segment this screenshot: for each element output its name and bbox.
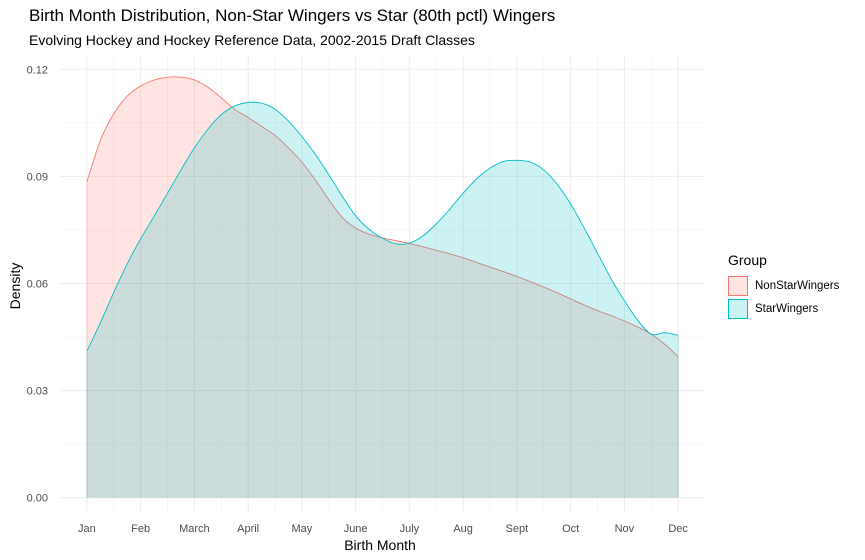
legend: Group NonStarWingers StarWingers — [728, 252, 839, 320]
x-tick-label: June — [344, 523, 368, 535]
y-tick-label: 0.03 — [27, 386, 48, 398]
x-axis-title: Birth Month — [344, 537, 416, 553]
x-tick-labels: Jan Feb March April May June July Aug Sept Oct Nov… — [78, 523, 688, 535]
density-area-nonstarwingers — [86, 76, 679, 498]
y-tick-label: 0.12 — [27, 64, 48, 76]
legend-title: Group — [728, 252, 767, 268]
legend-label-star: StarWingers — [755, 302, 819, 315]
y-tick-label: 0.00 — [27, 493, 48, 505]
legend-item-nonstar: NonStarWingers — [728, 274, 839, 297]
legend-key-star — [728, 298, 748, 319]
chart-subtitle: Evolving Hockey and Hockey Reference Dat… — [29, 32, 475, 48]
density-line-starwingers — [86, 101, 679, 352]
x-tick-label: Oct — [562, 523, 579, 535]
legend-label-nonstar: NonStarWingers — [755, 279, 840, 292]
x-tick-label: Aug — [453, 523, 473, 535]
x-tick-label: May — [291, 523, 312, 535]
density-area-starwingers — [86, 102, 679, 498]
x-tick-label: July — [400, 523, 420, 535]
y-tick-label: 0.06 — [27, 279, 48, 291]
chart-title: Birth Month Distribution, Non-Star Winge… — [29, 6, 556, 25]
x-tick-label: April — [237, 523, 259, 535]
y-tick-label: 0.09 — [27, 171, 48, 183]
x-tick-label: Dec — [668, 523, 688, 535]
y-tick-labels: 0.00 0.03 0.06 0.09 0.12 — [27, 64, 48, 504]
x-tick-label: Sept — [506, 523, 529, 535]
major-gridlines — [60, 55, 705, 512]
x-tick-label: March — [179, 523, 210, 535]
x-tick-label: Jan — [78, 523, 96, 535]
legend-item-star: StarWingers — [728, 297, 839, 320]
x-tick-label: Nov — [615, 523, 635, 535]
x-tick-label: Feb — [131, 523, 150, 535]
density-areas — [86, 76, 679, 498]
y-axis-title: Density — [7, 263, 23, 310]
legend-key-nonstar — [728, 275, 748, 296]
